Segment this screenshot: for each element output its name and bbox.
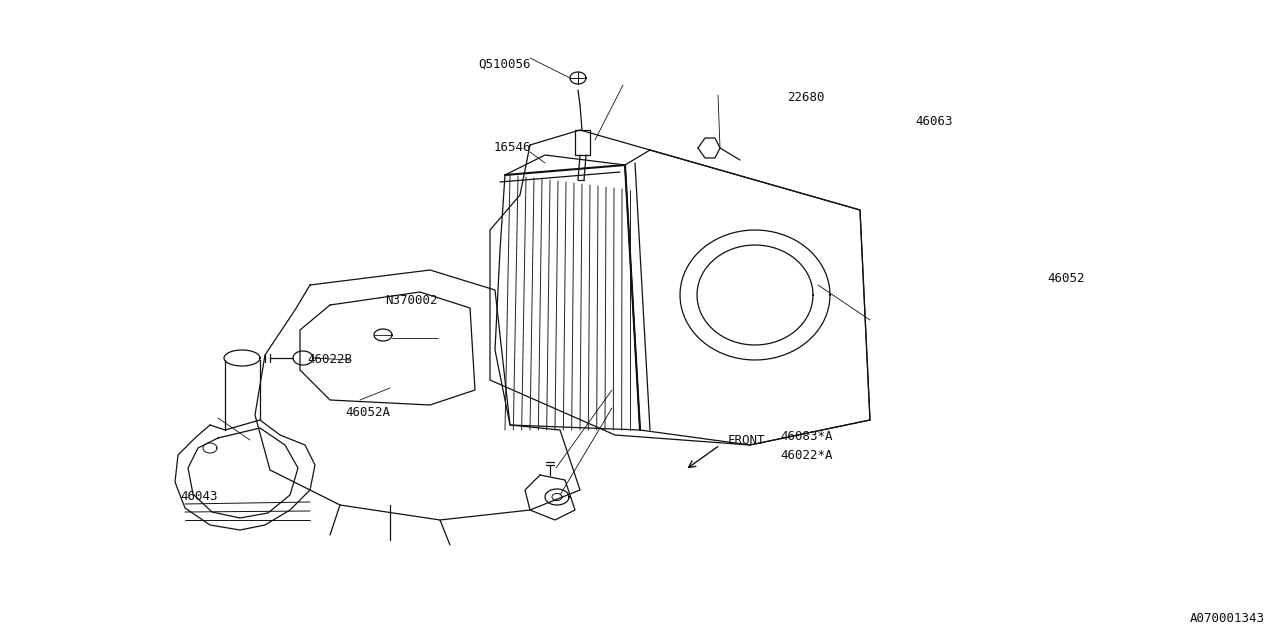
Text: FRONT: FRONT [728, 433, 765, 447]
Text: 46022B: 46022B [307, 353, 352, 366]
Text: 46052: 46052 [1047, 272, 1084, 285]
Text: A070001343: A070001343 [1190, 612, 1265, 625]
Text: Q510056: Q510056 [479, 58, 531, 70]
Text: 46052A: 46052A [346, 406, 390, 419]
Text: 16546: 16546 [494, 141, 531, 154]
Text: 46083*A: 46083*A [781, 430, 833, 443]
Text: 22680: 22680 [787, 91, 824, 104]
Text: 46063: 46063 [915, 115, 952, 128]
Text: 46043: 46043 [180, 490, 218, 502]
Text: 46022*A: 46022*A [781, 449, 833, 462]
Text: N370002: N370002 [385, 294, 438, 307]
